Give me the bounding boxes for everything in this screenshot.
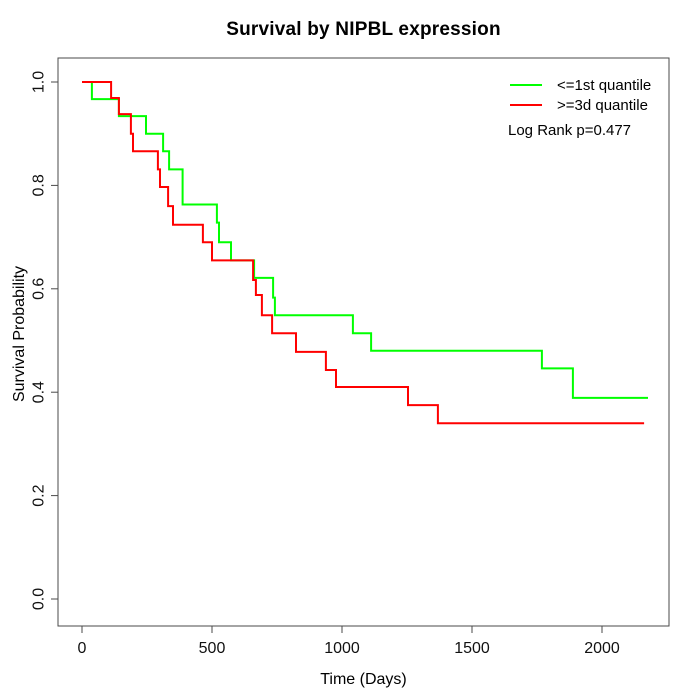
legend-label-high: >=3d quantile [557, 96, 648, 114]
legend-line-red-icon [510, 104, 542, 106]
km-curve-low-expression [82, 81, 648, 399]
logrank-pvalue: Log Rank p=0.477 [508, 121, 632, 139]
legend-item-low-expression: <=1st quantile [510, 75, 651, 95]
x-tick-label: 2000 [584, 640, 620, 657]
x-tick-label: 0 [78, 640, 87, 657]
legend: <=1st quantile >=3d quantile Log Rank p=… [508, 75, 651, 140]
y-tick-label: 0.2 [31, 484, 48, 506]
km-curve-high-expression [82, 81, 645, 425]
y-tick-label: 0.4 [31, 381, 48, 403]
x-axis-label: Time (Days) [320, 671, 407, 688]
plot-box [57, 57, 670, 627]
plot-title: Survival by NIPBL expression [226, 19, 501, 40]
y-tick-label: 0.6 [31, 278, 48, 300]
x-tick-label: 1000 [324, 640, 360, 657]
x-tick-label: 500 [199, 640, 226, 657]
y-axis-label: Survival Probability [11, 265, 28, 403]
y-tick-label: 1.0 [31, 71, 48, 93]
legend-label-low: <=1st quantile [557, 76, 652, 94]
x-tick-label: 1500 [454, 640, 490, 657]
legend-line-green-icon [510, 84, 542, 86]
y-tick-label: 0.0 [31, 588, 48, 610]
y-tick-label: 0.8 [31, 174, 48, 196]
legend-item-high-expression: >=3d quantile [510, 95, 651, 115]
